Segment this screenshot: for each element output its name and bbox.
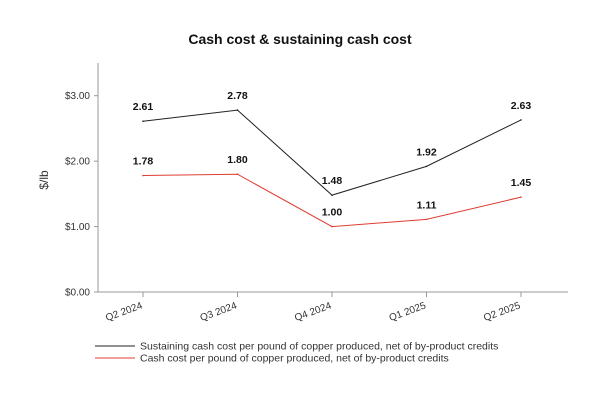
legend-label-2: Cash cost per pound of copper produced, … [140, 353, 449, 365]
legend: Sustaining cash cost per pound of copper… [95, 341, 498, 365]
x-tick-label: Q3 2024 [199, 300, 239, 324]
data-label: 1.48 [322, 175, 343, 187]
x-tick-label: Q2 2025 [482, 300, 522, 324]
x-tick-label: Q4 2024 [293, 300, 333, 324]
data-label: 1.45 [511, 177, 532, 189]
data-point [142, 120, 144, 123]
legend-label-1: Sustaining cash cost per pound of copper… [140, 341, 498, 353]
data-label: 2.61 [133, 101, 154, 113]
x-tick-label: Q2 2024 [104, 300, 144, 324]
data-point [331, 225, 333, 228]
data-label: 2.63 [511, 100, 532, 112]
data-label: 1.00 [322, 207, 343, 219]
y-axis-label: $/lb [37, 170, 51, 190]
y-tick-label: $3.00 [65, 91, 90, 102]
data-point [425, 218, 428, 221]
chart-title: Cash cost & sustaining cash cost [188, 31, 412, 47]
data-point [425, 165, 428, 168]
data-point [236, 109, 239, 111]
data-point [142, 174, 144, 177]
data-label: 1.78 [133, 156, 154, 168]
y-tick-label: $2.00 [65, 157, 90, 168]
x-tick-label: Q1 2025 [388, 300, 428, 324]
data-label: 1.11 [417, 199, 437, 211]
y-tick-label: $1.00 [65, 222, 90, 233]
data-point [520, 196, 522, 198]
series-layer: 2.61 2.78 1.48 1.92 2.63 1.78 1.80 1.00 1.11 1.45 [133, 90, 532, 228]
data-label: 2.78 [227, 90, 248, 102]
data-point [520, 119, 522, 121]
data-label: 1.80 [227, 154, 248, 166]
data-label: 1.92 [416, 146, 437, 158]
data-point [236, 173, 239, 176]
y-tick-label: $0.00 [65, 288, 90, 299]
data-point [331, 194, 333, 196]
